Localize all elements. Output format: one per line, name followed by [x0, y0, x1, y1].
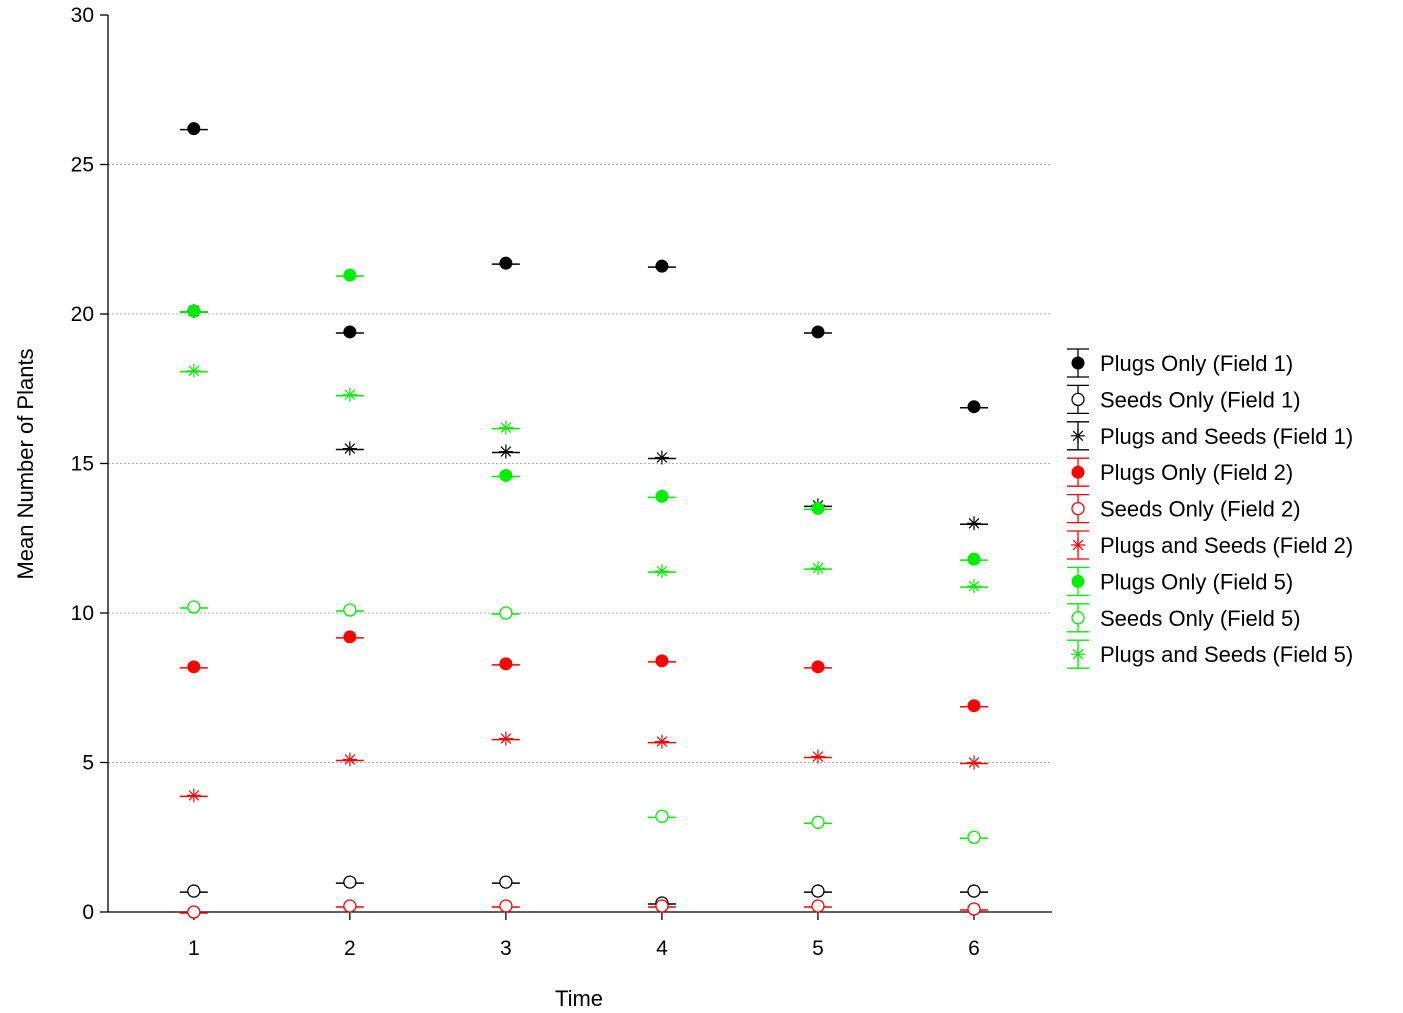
point-s7-x5 — [803, 815, 832, 829]
legend-label-7: Seeds Only (Field 5) — [1100, 606, 1301, 631]
y-tick-label-6: 30 — [71, 4, 94, 27]
point-s4-x3 — [491, 899, 520, 913]
x-tick-label-4: 5 — [812, 937, 824, 960]
y-tick-label-0: 0 — [82, 901, 94, 924]
y-tick-label-5: 25 — [71, 154, 94, 177]
point-s6-x3 — [491, 468, 520, 482]
point-s7-x6 — [959, 830, 988, 844]
legend-item-3: Plugs Only (Field 2) — [1067, 457, 1293, 487]
x-ticks: 1 2 3 4 5 6 — [188, 912, 980, 960]
legend-marker-5 — [1067, 530, 1089, 560]
legend-label-1: Seeds Only (Field 1) — [1100, 387, 1301, 412]
point-s0-x1 — [179, 122, 208, 136]
legend: Plugs Only (Field 1) Seeds Only (Field 1)… — [1067, 348, 1353, 669]
point-s6-x4 — [647, 489, 676, 503]
point-s2-x6 — [959, 516, 988, 531]
gridlines — [108, 164, 1052, 763]
x-tick-label-0: 1 — [188, 937, 200, 960]
point-s0-x4 — [647, 259, 676, 273]
point-s4-x6 — [959, 902, 988, 916]
legend-label-2: Plugs and Seeds (Field 1) — [1100, 424, 1353, 449]
point-s7-x2 — [335, 603, 364, 617]
legend-marker-4 — [1067, 493, 1089, 524]
y-tick-label-4: 20 — [71, 303, 94, 326]
point-s7-x4 — [647, 809, 676, 823]
legend-label-0: Plugs Only (Field 1) — [1100, 351, 1293, 376]
point-s5-x5 — [803, 749, 832, 764]
legend-item-1: Seeds Only (Field 1) — [1067, 384, 1301, 415]
y-axis-label: Mean Number of Plants — [13, 348, 38, 579]
point-s8-x2 — [335, 387, 364, 402]
point-s6-x2 — [335, 268, 364, 282]
legend-item-7: Seeds Only (Field 5) — [1067, 603, 1301, 633]
legend-label-6: Plugs Only (Field 5) — [1100, 569, 1293, 594]
point-s5-x1 — [179, 788, 208, 803]
point-s4-x4 — [647, 899, 676, 913]
point-s3-x1 — [179, 660, 208, 674]
legend-marker-0 — [1067, 348, 1089, 378]
point-s6-x5 — [803, 501, 832, 515]
point-s1-x3 — [491, 875, 520, 889]
legend-label-4: Seeds Only (Field 2) — [1100, 497, 1301, 522]
point-s3-x4 — [647, 654, 676, 668]
point-s8-x5 — [803, 561, 832, 576]
point-s1-x5 — [803, 884, 832, 898]
legend-label-3: Plugs Only (Field 2) — [1100, 460, 1293, 485]
legend-item-2: Plugs and Seeds (Field 1) — [1067, 421, 1353, 451]
legend-item-6: Plugs Only (Field 5) — [1067, 566, 1293, 597]
legend-marker-1 — [1067, 384, 1089, 415]
point-s0-x5 — [803, 325, 832, 339]
point-s0-x2 — [335, 325, 364, 339]
point-s8-x6 — [959, 579, 988, 594]
point-s4-x5 — [803, 899, 832, 913]
point-s3-x5 — [803, 660, 832, 674]
legend-item-4: Seeds Only (Field 2) — [1067, 493, 1301, 524]
y-ticks: 0 5 10 15 20 25 30 — [71, 4, 108, 924]
x-tick-label-5: 6 — [968, 937, 980, 960]
point-s0-x3 — [491, 256, 520, 270]
point-s2-x2 — [335, 441, 364, 456]
x-tick-label-1: 2 — [344, 937, 356, 960]
legend-marker-2 — [1067, 421, 1089, 451]
point-s7-x1 — [179, 600, 208, 614]
y-tick-label-3: 15 — [71, 453, 94, 476]
point-s4-x2 — [335, 899, 364, 913]
legend-item-5: Plugs and Seeds (Field 2) — [1067, 530, 1353, 560]
point-s7-x3 — [491, 606, 520, 620]
point-s5-x6 — [959, 755, 988, 770]
point-s0-x6 — [959, 400, 988, 414]
point-s3-x3 — [491, 657, 520, 671]
point-s8-x1 — [179, 363, 208, 378]
point-s5-x2 — [335, 752, 364, 767]
y-tick-label-2: 10 — [71, 602, 94, 625]
point-s3-x2 — [335, 630, 364, 644]
point-s2-x3 — [491, 444, 520, 459]
x-tick-label-2: 3 — [500, 937, 512, 960]
point-s2-x4 — [647, 450, 676, 465]
point-s8-x3 — [491, 420, 520, 435]
legend-marker-8 — [1067, 639, 1089, 669]
x-axis-label: Time — [555, 986, 603, 1011]
point-s3-x6 — [959, 699, 988, 713]
legend-marker-3 — [1067, 457, 1089, 487]
y-tick-label-1: 5 — [82, 752, 94, 775]
point-s1-x1 — [179, 884, 208, 898]
x-tick-label-3: 4 — [656, 937, 668, 960]
point-s8-x4 — [647, 564, 676, 579]
legend-marker-6 — [1067, 566, 1089, 597]
point-s6-x6 — [959, 552, 988, 566]
point-s5-x3 — [491, 731, 520, 746]
data-points — [179, 122, 988, 919]
legend-item-0: Plugs Only (Field 1) — [1067, 348, 1293, 378]
point-s5-x4 — [647, 734, 676, 749]
point-s1-x6 — [959, 884, 988, 898]
legend-item-8: Plugs and Seeds (Field 5) — [1067, 639, 1353, 669]
point-s1-x2 — [335, 875, 364, 889]
legend-label-5: Plugs and Seeds (Field 2) — [1100, 533, 1353, 558]
legend-label-8: Plugs and Seeds (Field 5) — [1100, 642, 1353, 667]
legend-marker-7 — [1067, 603, 1089, 633]
point-s4-x1 — [179, 905, 208, 919]
point-s6-x1 — [179, 304, 208, 318]
